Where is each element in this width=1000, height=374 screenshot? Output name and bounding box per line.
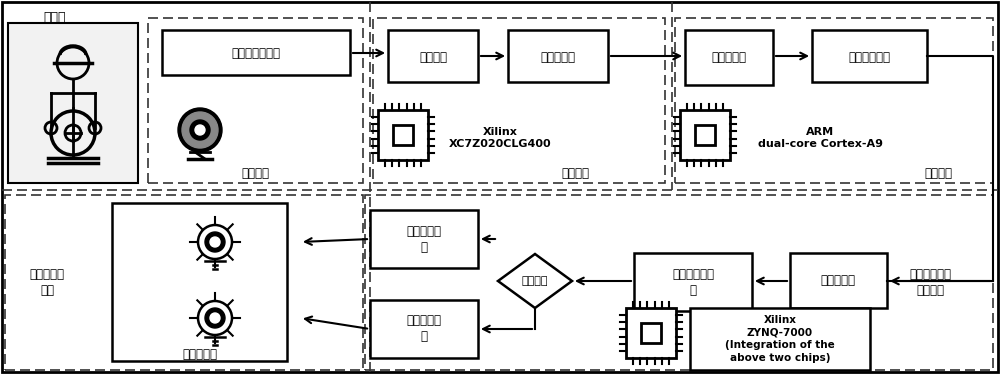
Circle shape <box>178 108 222 152</box>
Circle shape <box>210 237 220 247</box>
Bar <box>634 253 752 311</box>
Circle shape <box>205 232 225 252</box>
Text: 计算疲劳值: 计算疲劳值 <box>820 275 856 288</box>
Text: 疲劳值计算与
分析模块: 疲劳值计算与 分析模块 <box>909 269 951 297</box>
Bar <box>8 23 138 183</box>
Bar <box>393 125 413 145</box>
Text: 分析疲劳值趋
势: 分析疲劳值趋 势 <box>672 267 714 297</box>
Text: 图像预处理: 图像预处理 <box>540 50 576 64</box>
Bar <box>162 30 350 75</box>
Bar <box>685 30 773 85</box>
Circle shape <box>210 313 220 323</box>
Bar <box>112 203 287 361</box>
Text: 加速模块: 加速模块 <box>561 166 589 180</box>
Bar <box>690 308 870 370</box>
Circle shape <box>195 125 205 135</box>
Bar <box>388 30 478 82</box>
Bar <box>680 110 730 160</box>
Text: 处理模块: 处理模块 <box>924 166 952 180</box>
Bar <box>148 18 363 183</box>
Text: 疲劳骊升阶
段: 疲劳骊升阶 段 <box>406 224 442 254</box>
Text: 判断阶段: 判断阶段 <box>522 276 548 286</box>
Polygon shape <box>498 254 572 308</box>
Bar <box>695 125 715 145</box>
Bar <box>675 18 993 183</box>
Bar <box>790 253 887 308</box>
Text: 图像加速: 图像加速 <box>419 50 447 64</box>
Text: 传感模块: 传感模块 <box>241 166 269 180</box>
Text: 五官位置确定: 五官位置确定 <box>848 50 890 64</box>
Text: Xilinx
XC7Z020CLG400: Xilinx XC7Z020CLG400 <box>449 127 551 149</box>
Bar <box>373 18 665 183</box>
Bar <box>5 195 363 370</box>
Bar <box>641 323 661 343</box>
Bar <box>365 195 993 370</box>
Circle shape <box>182 112 218 148</box>
Text: 前期平缓阶
段: 前期平缓阶 段 <box>406 315 442 343</box>
Text: 氛围灯调节
模块: 氛围灯调节 模块 <box>30 269 64 297</box>
Circle shape <box>205 308 225 328</box>
Text: 特征值提取: 特征值提取 <box>712 50 746 64</box>
Text: 红外增强摄像头: 红外增强摄像头 <box>232 46 280 59</box>
Bar <box>370 300 478 358</box>
Text: ARM
dual-core Cortex-A9: ARM dual-core Cortex-A9 <box>758 127 883 149</box>
Bar <box>370 210 478 268</box>
Bar <box>812 30 927 82</box>
Bar <box>508 30 608 82</box>
Text: 驾驶室: 驾驶室 <box>44 10 66 24</box>
Bar <box>378 110 428 160</box>
Text: 智能氛围灯: 智能氛围灯 <box>182 349 218 362</box>
Bar <box>626 308 676 358</box>
Text: Xilinx
ZYNQ-7000
(Integration of the
above two chips): Xilinx ZYNQ-7000 (Integration of the abo… <box>725 315 835 363</box>
Circle shape <box>190 120 210 140</box>
